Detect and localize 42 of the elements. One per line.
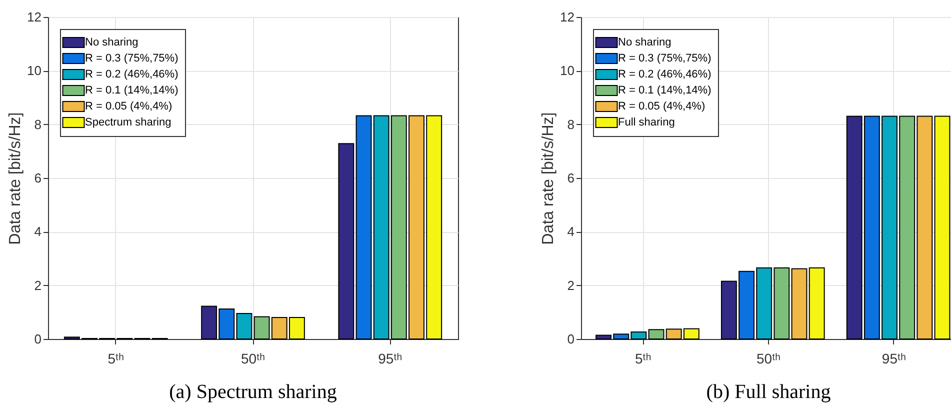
y-tick-label: 12 <box>27 10 42 24</box>
y-tick-label: 2 <box>34 278 42 293</box>
y-tick-label: 2 <box>567 278 574 293</box>
legend-label: R = 0.05 (4%,4%) <box>85 100 172 112</box>
y-tick-label: 6 <box>567 170 574 186</box>
bar <box>808 267 825 340</box>
y-tick-label: 10 <box>560 63 574 78</box>
legend-label: R = 0.05 (4%,4%) <box>618 100 706 112</box>
bar <box>934 116 950 340</box>
y-tick-label: 12 <box>560 10 574 24</box>
y-tick-label: 0 <box>34 332 42 346</box>
legend-label: Full sharing <box>618 116 675 128</box>
bar <box>356 115 372 340</box>
legend-label: No sharing <box>85 36 138 48</box>
x-tick-label: 95ᵗʰ <box>882 350 906 366</box>
y-tick-label: 8 <box>34 116 42 132</box>
text: (a) Spectrum sharing <box>169 381 337 403</box>
y-tick-label: 4 <box>34 224 42 240</box>
legend-label: Spectrum sharing <box>85 116 172 128</box>
x-tick-label: 50ᵗʰ <box>240 350 266 366</box>
y-axis-title: Data rate [bit/s/Hz] <box>7 112 24 245</box>
y-tick-label: 10 <box>27 63 42 78</box>
y-tick-label: 4 <box>567 224 574 240</box>
y-axis-title: Data rate [bit/s/Hz] <box>540 112 558 245</box>
legend-label: No sharing <box>618 36 672 48</box>
x-tick-label: 5ᵗʰ <box>108 350 124 366</box>
x-tick-label: 50ᵗʰ <box>756 350 781 366</box>
bar <box>648 329 664 340</box>
x-tick-label: 5ᵗʰ <box>634 350 652 366</box>
legend-label: R = 0.3 (75%,75%) <box>85 52 178 64</box>
legend-label: R = 0.2 (46%,46%) <box>85 68 178 80</box>
legend-label: R = 0.3 (75%,75%) <box>618 52 712 64</box>
legend-label: R = 0.2 (46%,46%) <box>618 68 712 80</box>
legend-label: R = 0.1 (14%,14%) <box>618 84 712 96</box>
y-tick-label: 6 <box>34 170 42 186</box>
legend-label: R = 0.1 (14%,14%) <box>85 84 178 96</box>
text: (b) Full sharing <box>706 381 831 403</box>
x-tick-label: 95ᵗʰ <box>378 350 402 366</box>
y-tick-label: 0 <box>567 332 574 346</box>
y-tick-label: 8 <box>567 116 574 132</box>
bar <box>338 143 354 340</box>
bar <box>791 268 808 340</box>
